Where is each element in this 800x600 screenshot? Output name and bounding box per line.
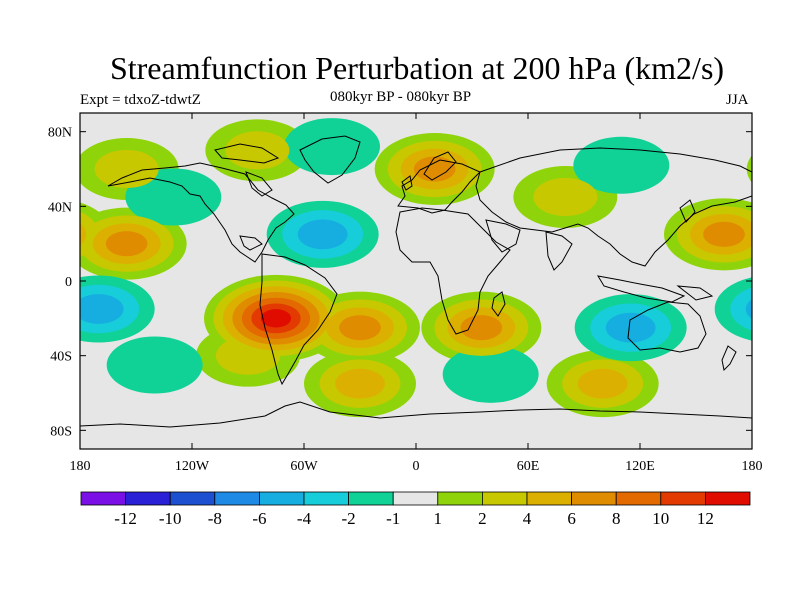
- colorbar-label: -6: [252, 509, 266, 528]
- colorbar-swatch: [215, 492, 260, 505]
- colorbar-label: 8: [612, 509, 621, 528]
- lon-tick-label: 120E: [625, 459, 655, 474]
- colorbar-swatch: [170, 492, 215, 505]
- lon-tick-label: 120W: [175, 459, 210, 474]
- contour-s-indian-high-lat-level-3: [578, 369, 628, 399]
- lon-tick-label: 180: [70, 459, 91, 474]
- lon-tick-label: 60W: [290, 459, 318, 474]
- colorbar-label: 6: [567, 509, 576, 528]
- colorbar-swatch: [393, 492, 438, 505]
- contour-sw-indian-max-level-4: [460, 315, 502, 340]
- lat-tick-label: 80N: [48, 126, 72, 141]
- colorbar-label: -2: [342, 509, 356, 528]
- contour-caribbean-min-level-3: [298, 219, 348, 249]
- colorbar-swatch: [81, 492, 126, 505]
- colorbar-swatch: [349, 492, 394, 505]
- contour-asia-max-level-2: [533, 178, 597, 216]
- colorbar-swatch: [482, 492, 527, 505]
- contour-arctic-canada-max-level-2: [225, 131, 289, 169]
- lon-tick-label: 60E: [517, 459, 540, 474]
- lon-tick-label: 0: [413, 459, 420, 474]
- lat-tick-label: 0: [65, 275, 72, 290]
- contour-n-atlantic-min-level-1: [284, 118, 380, 175]
- contour-e-pacific-min-wrap: [746, 294, 796, 324]
- colorbar-swatch: [705, 492, 750, 505]
- colorbar-swatch: [616, 492, 661, 505]
- colorbar-label: 2: [478, 509, 487, 528]
- colorbar: -12 -10 -8 -6 -4 -2 -1 1 2 4 6 8 10 12: [81, 492, 750, 528]
- colorbar-label: 1: [434, 509, 443, 528]
- contour-central-pacific-max-wrap: [752, 215, 800, 271]
- colorbar-label: 12: [697, 509, 714, 528]
- colorbar-label: -10: [159, 509, 182, 528]
- colorbar-swatch: [304, 492, 349, 505]
- lon-tick-label: 180: [742, 459, 763, 474]
- colorbar-swatch: [126, 492, 171, 505]
- contour-australia-min-level-3: [606, 313, 656, 343]
- contour-w-pacific-max-wrap: [18, 214, 86, 255]
- contour-central-pacific-max-level-4: [106, 231, 148, 256]
- lat-tick-label: 40S: [50, 350, 72, 365]
- colorbar-label: -12: [114, 509, 137, 528]
- colorbar-label: -8: [208, 509, 222, 528]
- colorbar-swatch: [661, 492, 706, 505]
- colorbar-swatch: [572, 492, 617, 505]
- colorbar-label: -4: [297, 509, 312, 528]
- contour-n-pacific-max-wrap: [747, 138, 800, 200]
- colorbar-swatch: [527, 492, 572, 505]
- colorbar-label: 4: [523, 509, 532, 528]
- colorbar-label: -1: [386, 509, 400, 528]
- contour-s-atlantic-high-lat-level-3: [335, 369, 385, 399]
- contour-s-pacific-min-level-1: [107, 337, 203, 394]
- colorbar-swatch: [438, 492, 483, 505]
- colorbar-swatch: [259, 492, 304, 505]
- colorbar-label: 10: [652, 509, 669, 528]
- contour-e-pacific-min-level-3: [74, 294, 124, 324]
- contour-s-america-max-level-7: [261, 309, 291, 327]
- lat-tick-label: 80S: [50, 424, 72, 439]
- map-figure: 80N40N040S80S 180 120W 60W 0 60E 120E 180 -12-…: [0, 0, 800, 600]
- contour-w-pacific-max-level-4: [703, 222, 745, 247]
- contour-s-atlantic-max-level-4: [339, 315, 381, 340]
- lat-tick-label: 40N: [48, 200, 72, 215]
